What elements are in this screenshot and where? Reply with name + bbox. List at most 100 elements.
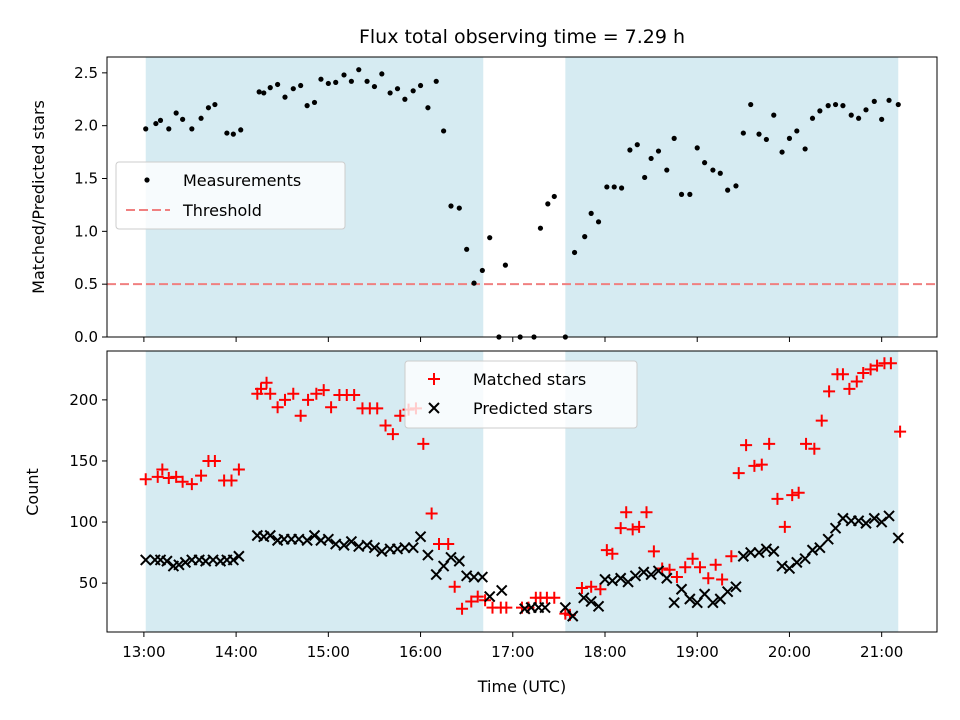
x-tick-label: 14:00 bbox=[214, 643, 257, 661]
measurement-point bbox=[256, 89, 262, 95]
matched-star-point bbox=[778, 520, 791, 533]
predicted-stars-points bbox=[140, 510, 904, 622]
measurement-point bbox=[417, 82, 424, 89]
measurement-points bbox=[143, 67, 901, 340]
predicted-star-point bbox=[539, 601, 551, 614]
matched-star-point bbox=[325, 401, 338, 414]
matched-star-point bbox=[255, 382, 268, 395]
predicted-star-point bbox=[829, 522, 842, 534]
predicted-star-point bbox=[606, 574, 619, 587]
matched-star-point bbox=[894, 425, 907, 438]
predicted-star-point bbox=[814, 541, 826, 554]
matched-star-point bbox=[156, 463, 169, 476]
legend-matched-marker bbox=[428, 373, 440, 385]
matched-star-point bbox=[348, 388, 361, 401]
x-tick-label: 15:00 bbox=[307, 643, 350, 661]
matched-star-point bbox=[800, 437, 813, 450]
matched-star-point bbox=[792, 486, 805, 499]
predicted-star-point bbox=[345, 535, 358, 548]
predicted-star-point bbox=[760, 543, 773, 555]
predicted-star-point bbox=[768, 545, 780, 558]
matched-star-point bbox=[287, 387, 300, 400]
y-tick-label: 2.5 bbox=[74, 64, 98, 82]
y-tick-label: 1.0 bbox=[74, 222, 98, 240]
measurement-point bbox=[537, 225, 544, 231]
measurement-point bbox=[895, 101, 901, 108]
measurement-point bbox=[318, 76, 324, 82]
predicted-star-point bbox=[721, 585, 734, 598]
predicted-star-point bbox=[852, 515, 865, 527]
matched-star-point bbox=[386, 428, 399, 441]
matched-star-point bbox=[748, 459, 761, 472]
predicted-star-point bbox=[776, 560, 788, 572]
x-tick-label: 21:00 bbox=[860, 643, 903, 661]
matched-star-point bbox=[575, 582, 588, 595]
predicted-star-point bbox=[661, 572, 673, 584]
matched-star-point bbox=[465, 595, 478, 608]
y-tick-label: 100 bbox=[69, 513, 98, 531]
matched-star-point bbox=[815, 414, 828, 427]
predicted-star-point bbox=[308, 529, 321, 542]
measurement-point bbox=[886, 97, 892, 103]
predicted-star-point bbox=[684, 593, 696, 605]
matched-star-point bbox=[170, 470, 183, 483]
ratio-y-ticks: 0.0 0.5 1.0 1.5 2.0 2.5 bbox=[74, 64, 107, 346]
predicted-star-point bbox=[338, 539, 350, 551]
predicted-star-point bbox=[227, 554, 240, 566]
x-tick-label: 17:00 bbox=[491, 643, 534, 661]
measurement-point bbox=[230, 131, 236, 137]
predicted-star-point bbox=[614, 572, 627, 584]
matched-star-point bbox=[716, 573, 729, 586]
observing-window-2 bbox=[565, 57, 899, 337]
predicted-star-point bbox=[675, 583, 688, 595]
measurement-point bbox=[871, 98, 877, 104]
measurement-point bbox=[678, 191, 685, 197]
matched-star-point bbox=[310, 387, 323, 400]
measurement-point bbox=[479, 267, 485, 274]
measurement-point bbox=[809, 115, 816, 121]
measurement-point bbox=[261, 90, 267, 96]
measurement-point bbox=[717, 170, 723, 176]
matched-star-point bbox=[725, 550, 738, 563]
measurement-point bbox=[687, 191, 693, 197]
matched-stars-points bbox=[139, 357, 907, 621]
predicted-star-point bbox=[468, 571, 480, 583]
matched-star-point bbox=[379, 419, 392, 432]
measurement-point bbox=[348, 78, 354, 84]
predicted-star-point bbox=[645, 568, 657, 581]
matched-star-point bbox=[640, 506, 653, 519]
measurement-point bbox=[166, 126, 172, 132]
predicted-star-point bbox=[301, 534, 313, 547]
predicted-star-point bbox=[822, 533, 834, 545]
predicted-star-point bbox=[730, 581, 742, 593]
measurement-point bbox=[333, 79, 339, 85]
measurement-point bbox=[205, 105, 212, 111]
measurement-point bbox=[282, 94, 288, 100]
predicted-star-point bbox=[698, 588, 711, 600]
matched-star-point bbox=[448, 580, 461, 593]
measurement-point bbox=[634, 142, 640, 148]
measurement-point bbox=[448, 203, 454, 209]
predicted-star-point bbox=[868, 512, 880, 525]
x-tick-label: 13:00 bbox=[122, 643, 165, 661]
matched-star-point bbox=[442, 538, 455, 551]
matched-star-point bbox=[195, 469, 208, 482]
ratio-legend: Measurements Threshold bbox=[115, 161, 346, 230]
matched-star-point bbox=[755, 458, 768, 471]
measurement-point bbox=[153, 120, 159, 127]
measurement-point bbox=[733, 183, 739, 189]
matched-star-point bbox=[585, 580, 598, 593]
matched-star-point bbox=[620, 506, 633, 519]
matched-star-point bbox=[850, 375, 863, 388]
matched-star-point bbox=[317, 384, 330, 397]
predicted-star-point bbox=[422, 549, 434, 561]
measurement-point bbox=[840, 103, 846, 109]
measurement-point bbox=[802, 146, 808, 152]
measurement-point bbox=[298, 82, 304, 89]
measurement-point bbox=[648, 155, 654, 162]
measurement-point bbox=[157, 117, 164, 123]
measurement-point bbox=[402, 96, 408, 102]
matched-star-point bbox=[294, 409, 307, 422]
measurement-point bbox=[180, 116, 186, 122]
measurement-point bbox=[771, 112, 777, 118]
